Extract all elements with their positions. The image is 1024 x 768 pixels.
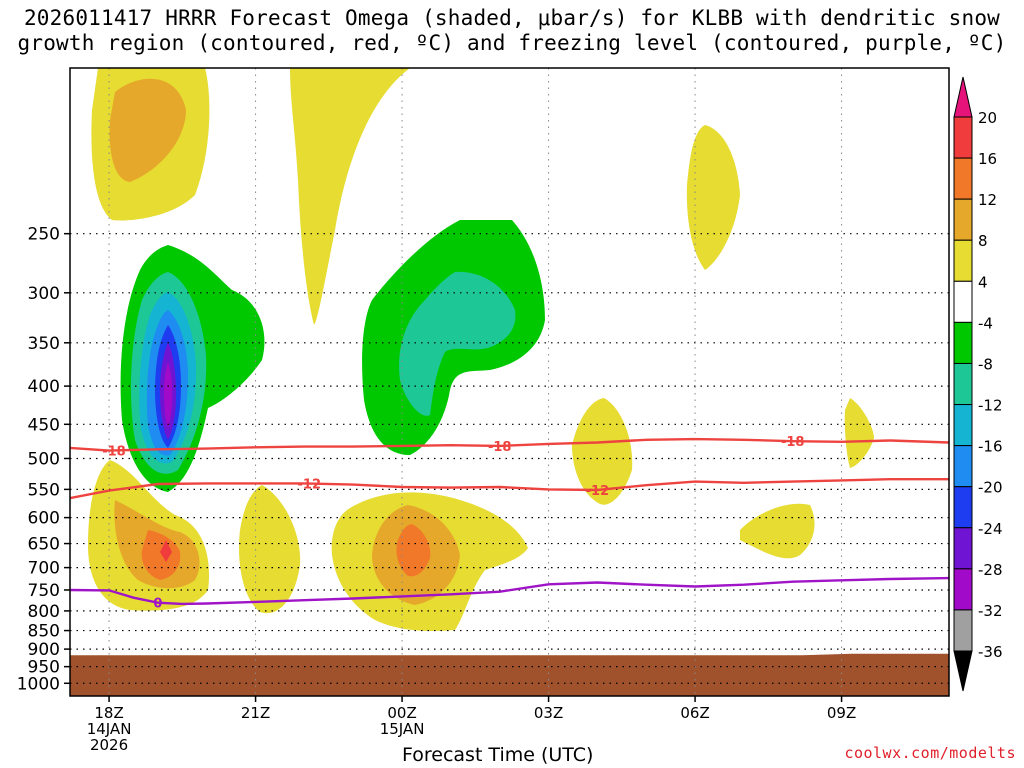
omega-rise-19z-deep (141, 530, 181, 580)
y-tick-label-900: 900 (28, 640, 60, 660)
isotherm-contours: -18 -18 -18 -12 -12 0 (70, 435, 949, 612)
colorbar-swatch-10 (953, 527, 973, 570)
grid-lines (70, 68, 949, 696)
y-tick-label-850: 850 (28, 622, 60, 642)
y-tick-label-650: 650 (28, 535, 60, 555)
y-tick-label-700: 700 (28, 559, 60, 579)
colorbar-swatch-0 (953, 116, 973, 159)
x-tick-label-0-0: 18Z (94, 704, 123, 722)
x-tick-label-15-0: 09Z (827, 704, 856, 722)
omega-blob-09z (844, 398, 874, 468)
colorbar-arrow-bottom (953, 650, 973, 692)
colorbar-swatch-12 (953, 609, 973, 652)
y-tick-label-750: 750 (28, 581, 60, 601)
omega-rise-00z-deep (396, 524, 431, 577)
omega-rise-19z-red (160, 540, 172, 562)
isotherm-label--12-0: -12 (298, 478, 322, 493)
x-tick-label-12-0: 06Z (680, 704, 709, 722)
y-tick-label-250: 250 (28, 225, 60, 245)
isotherm-label--18-0: -18 (102, 444, 126, 459)
isotherm-line--12 (70, 478, 949, 500)
colorbar-label-8: -16 (978, 438, 1003, 456)
colorbar-label-11: -28 (978, 561, 1003, 579)
colorbar-swatch-11 (953, 568, 973, 611)
colorbar-swatch-1 (953, 157, 973, 200)
x-axis-title: Forecast Time (UTC) (402, 744, 594, 766)
colorbar-label-4: 4 (978, 273, 988, 291)
colorbar-label-13: -36 (978, 643, 1003, 661)
colorbar-swatch-7 (953, 404, 973, 447)
colorbar-swatch-2 (953, 198, 973, 241)
site-credit: coolwx.com/modelts (844, 744, 1016, 762)
plot-frame (69, 67, 950, 697)
omega-blob-07z (740, 503, 815, 559)
colorbar-swatch-9 (953, 486, 973, 529)
x-tick-label-6-1: 15JAN (380, 720, 425, 738)
omega-streak-upper (290, 68, 410, 325)
colorbar-label-9: -20 (978, 479, 1003, 497)
colorbar-swatch-6 (953, 362, 973, 406)
omega-sink-19z-purple (164, 362, 173, 428)
colorbar-label-0: 20 (978, 109, 997, 127)
y-tick-label-400: 400 (28, 377, 60, 397)
colorbar-label-5: -4 (978, 314, 993, 332)
chart-title: 2026011417 HRRR Forecast Omega (shaded, … (0, 6, 1024, 56)
y-tick-label-800: 800 (28, 602, 60, 622)
y-tick-label-600: 600 (28, 509, 60, 529)
y-tick-label-450: 450 (28, 415, 60, 435)
isotherm-label-0-0: 0 (153, 597, 162, 612)
colorbar-swatch-5 (953, 321, 973, 364)
y-axis: 2503003504004505005506006507007508008509… (17, 225, 70, 694)
omega-shading (88, 68, 874, 631)
omega-blob-upper-left-core (109, 78, 186, 182)
colorbar-label-3: 8 (978, 232, 988, 250)
x-tick-label-0-1: 14JAN (87, 720, 132, 738)
title-line-1: 2026011417 HRRR Forecast Omega (shaded, … (23, 6, 1001, 30)
x-tick-label-0-2: 2026 (90, 736, 128, 754)
isotherm-label--12-1: -12 (586, 484, 610, 499)
x-tick-label-3-0: 21Z (241, 704, 270, 722)
title-line-2: growth region (contoured, red, ºC) and f… (17, 31, 1007, 55)
colorbar-label-10: -24 (978, 520, 1003, 538)
isotherm-line--18 (70, 437, 949, 452)
isotherm-label--18-1: -18 (488, 440, 512, 455)
ground-terrain (70, 653, 949, 696)
omega-sink-01z-teal (399, 271, 516, 416)
y-tick-label-500: 500 (28, 449, 60, 469)
colorbar-label-12: -32 (978, 602, 1003, 620)
colorbar: 20 16 12 8 4 -4 -8 -12 -16 -20 -24 -28 -32 -36 (953, 76, 1003, 692)
x-tick-label-6-0: 00Z (387, 704, 416, 722)
y-tick-label-550: 550 (28, 480, 60, 500)
colorbar-label-7: -12 (978, 397, 1003, 415)
isotherm-line-0 (70, 576, 949, 606)
colorbar-label-6: -8 (978, 355, 993, 373)
colorbar-label-2: 12 (978, 191, 997, 209)
colorbar-label-1: 16 (978, 150, 997, 168)
colorbar-swatch-3 (953, 239, 973, 282)
y-tick-label-300: 300 (28, 284, 60, 304)
y-tick-label-350: 350 (28, 334, 60, 354)
isotherm-label--18-2: -18 (781, 435, 805, 450)
colorbar-swatch-8 (953, 445, 973, 488)
x-tick-label-9-0: 03Z (534, 704, 563, 722)
colorbar-arrow-top (953, 76, 973, 118)
colorbar-swatch-4 (953, 280, 973, 323)
y-tick-label-1000: 1000 (17, 674, 60, 694)
y-tick-label-950: 950 (28, 658, 60, 678)
